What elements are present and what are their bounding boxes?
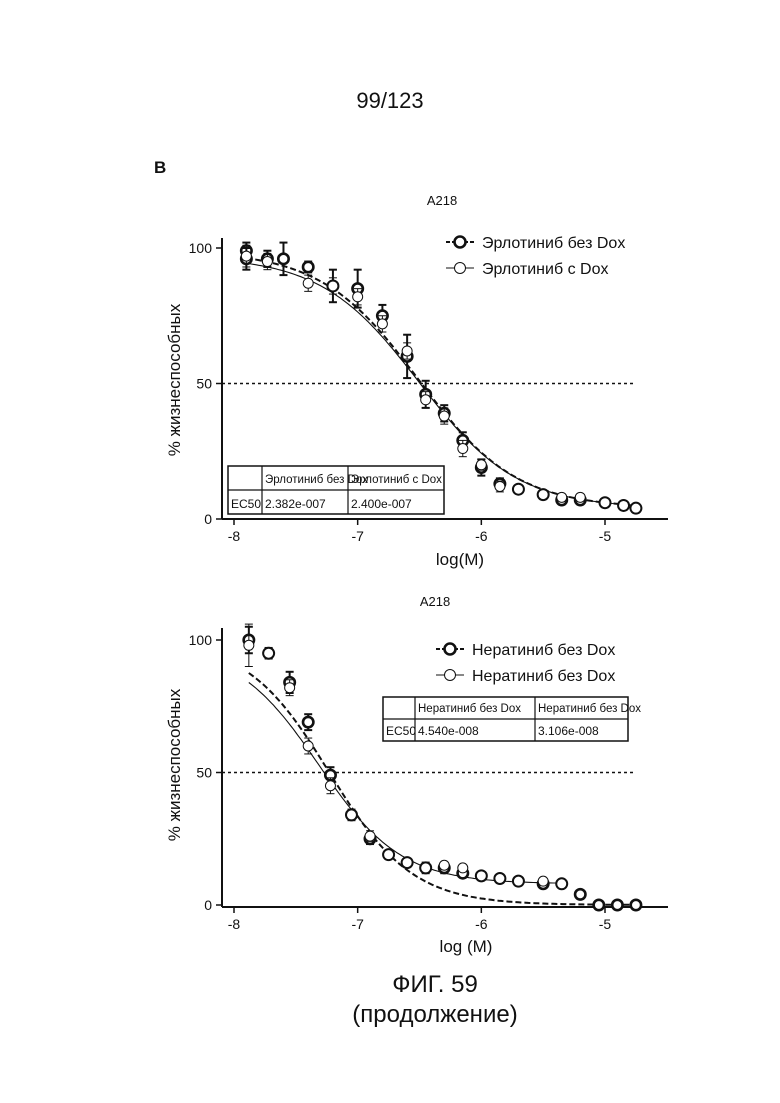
data-point-series-1 <box>278 254 288 264</box>
ec50-value-cell: EC50 <box>231 497 261 511</box>
ec50-value-cell: 4.540e-008 <box>418 724 479 738</box>
data-point-series-2 <box>557 492 567 502</box>
data-point-series-2 <box>439 411 449 421</box>
legend-marker <box>455 263 466 274</box>
x-axis-label: log(M) <box>436 550 484 569</box>
y-tick-label: 50 <box>196 765 212 781</box>
data-point-series-2 <box>264 648 274 658</box>
x-tick-label: -5 <box>599 916 612 932</box>
ec50-table: EC50Эрлотиниб без Dox2.382e-007Эрлотиниб… <box>228 466 444 514</box>
data-point-series-2 <box>241 251 251 261</box>
data-point-series-2 <box>538 490 548 500</box>
y-tick-label: 0 <box>204 511 212 527</box>
y-tick-label: 100 <box>189 632 213 648</box>
data-point-series-2 <box>476 871 486 881</box>
data-point-series-1 <box>303 262 313 272</box>
ec50-value-cell: 2.382e-007 <box>265 497 326 511</box>
x-tick-label: -6 <box>475 528 488 544</box>
data-point-series-2 <box>458 863 468 873</box>
data-point-series-2 <box>575 492 585 502</box>
legend-marker <box>455 237 466 248</box>
legend-label: Нератиниб без Dox <box>472 642 615 659</box>
data-point-series-2 <box>421 395 431 405</box>
x-tick-label: -5 <box>599 528 612 544</box>
legend-label: Нератиниб без Dox <box>472 668 615 685</box>
x-tick-label: -7 <box>351 916 364 932</box>
data-point-series-2 <box>439 860 449 870</box>
data-point-series-2 <box>244 640 254 650</box>
data-point-series-2 <box>421 863 431 873</box>
data-point-series-2 <box>538 876 548 886</box>
data-point-series-2 <box>384 850 394 860</box>
legend-marker <box>445 670 456 681</box>
data-point-series-2 <box>495 481 505 491</box>
data-point-series-1 <box>303 717 313 727</box>
y-tick-label: 100 <box>189 240 213 256</box>
data-point-series-2 <box>303 278 313 288</box>
data-point-series-2 <box>458 444 468 454</box>
x-tick-label: -8 <box>228 528 241 544</box>
y-axis-label: % жизнеспособных <box>165 303 184 456</box>
data-point-series-1 <box>631 900 641 910</box>
data-point-series-2 <box>285 683 295 693</box>
legend-label: Эрлотиниб без Dox <box>482 235 625 252</box>
figure-caption-title: ФИГ. 59 <box>0 970 780 1000</box>
legend-label: Эрлотиниб с Dox <box>482 261 608 278</box>
x-tick-label: -7 <box>351 528 364 544</box>
data-point-series-1 <box>612 900 622 910</box>
ec50-header-cell: Эрлотиниб с Dox <box>351 474 442 486</box>
x-tick-label: -6 <box>475 916 488 932</box>
ec50-header-cell: Нератиниб без Dox <box>418 703 521 715</box>
data-point-series-2 <box>303 741 313 751</box>
data-point-series-2 <box>619 500 629 510</box>
chart-title: A218 <box>420 594 450 609</box>
legend-marker <box>445 644 456 655</box>
data-point-series-2 <box>631 503 641 513</box>
data-point-series-2 <box>353 292 363 302</box>
y-axis-label: % жизнеспособных <box>165 688 184 841</box>
data-point-series-2 <box>262 257 272 267</box>
figure-caption-subtitle: (продолжение) <box>0 1000 780 1030</box>
ec50-value-cell: EC50 <box>386 724 416 738</box>
data-point-series-2 <box>377 319 387 329</box>
x-axis-label: log (M) <box>440 937 493 956</box>
y-tick-label: 0 <box>204 897 212 913</box>
ec50-value-cell: 3.106e-008 <box>538 724 599 738</box>
ec50-header-cell: Нератиниб без Dox <box>538 703 641 715</box>
data-point-series-2 <box>476 460 486 470</box>
data-point-series-2 <box>402 858 412 868</box>
data-point-series-2 <box>328 281 338 291</box>
ec50-table: EC50Нератиниб без Dox4.540e-008Нератиниб… <box>383 697 641 741</box>
data-point-series-2 <box>325 781 335 791</box>
figure-caption: ФИГ. 59 (продолжение) <box>0 970 780 1030</box>
chart-1: A218 0 50 100 -8 -7 -6 -5 log(M) % жизнеспособных… <box>165 193 668 569</box>
data-point-series-2 <box>557 879 567 889</box>
data-point-series-1 <box>594 900 604 910</box>
data-point-series-2 <box>495 874 505 884</box>
data-point-series-2 <box>346 810 356 820</box>
data-point-series-2 <box>513 876 523 886</box>
chart-2: A218 0 50 100 -8 -7 -6 -5 log (M) % жизнеспособны… <box>165 594 668 956</box>
data-point-series-1 <box>575 889 585 899</box>
ec50-value-cell: 2.400e-007 <box>351 497 412 511</box>
data-point-series-2 <box>513 484 523 494</box>
data-point-series-2 <box>365 831 375 841</box>
data-point-series-2 <box>402 346 412 356</box>
x-tick-label: -8 <box>228 916 241 932</box>
y-tick-label: 50 <box>196 376 212 392</box>
data-point-series-2 <box>600 498 610 508</box>
chart-title: A218 <box>427 193 457 208</box>
